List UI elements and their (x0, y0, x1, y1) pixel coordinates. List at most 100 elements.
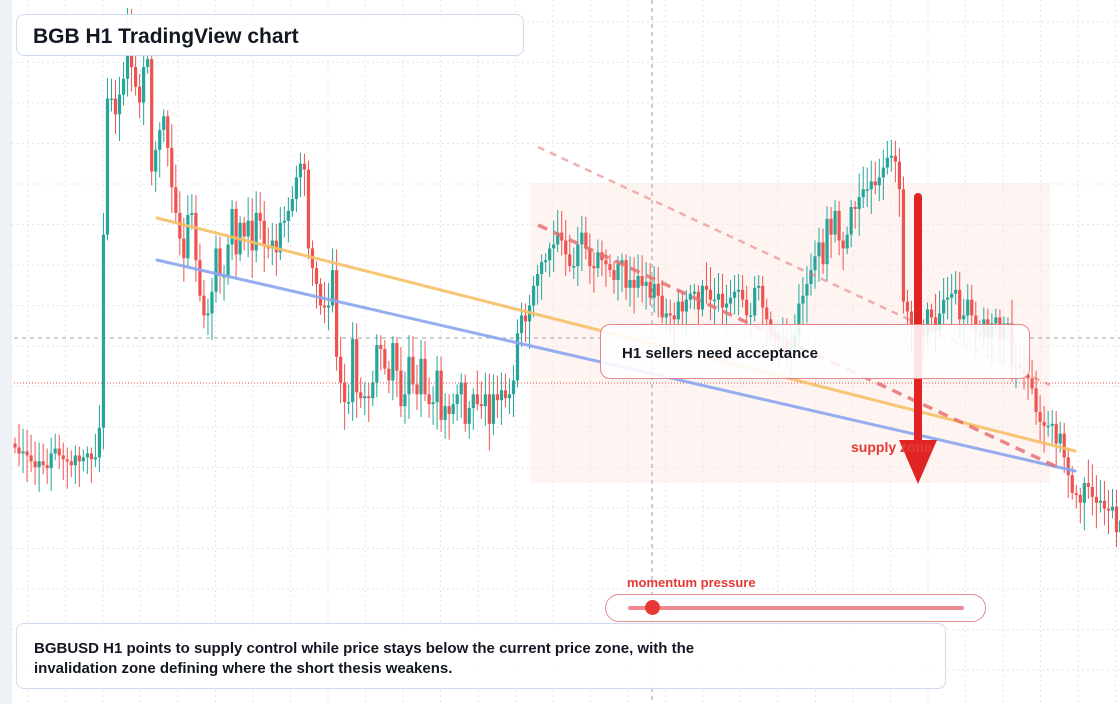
candle-body (540, 262, 544, 275)
candle-body (113, 98, 118, 115)
candle-body (620, 260, 624, 265)
candle-body (226, 244, 230, 276)
candle-body (592, 266, 596, 269)
candle-body (741, 289, 745, 300)
candle-body (322, 305, 327, 308)
candle-body (901, 189, 906, 302)
momentum-knob[interactable] (644, 600, 660, 615)
candle-body (294, 177, 298, 200)
supply-zone-label: supply zone (851, 439, 932, 455)
candle-body (688, 293, 692, 300)
candle-body (821, 242, 825, 265)
candle-body (909, 311, 914, 328)
candle-body (1098, 500, 1102, 503)
candle-body (684, 299, 688, 312)
candle-body (270, 240, 274, 249)
candle-body (499, 390, 504, 401)
candle-body (431, 402, 435, 405)
candle-body (656, 283, 660, 296)
candle-body (737, 289, 741, 292)
candle-body (749, 315, 753, 317)
candle-body (49, 453, 53, 469)
candle-body (568, 254, 572, 267)
candle-body (375, 345, 379, 383)
momentum-slider[interactable] (605, 594, 986, 622)
candle-body (958, 289, 962, 320)
candle-body (897, 161, 901, 190)
candle-body (712, 299, 717, 302)
candle-body (1078, 494, 1082, 503)
candle-body (1034, 388, 1038, 413)
candle-body (604, 260, 608, 265)
candle-body (318, 283, 323, 306)
candle-body (652, 283, 656, 298)
candle-body (576, 244, 580, 267)
candle-body (57, 448, 61, 456)
candle-body (121, 78, 126, 95)
candle-body (447, 406, 451, 414)
candle-body (994, 317, 998, 324)
candle-body (797, 303, 801, 336)
candle-body (202, 295, 206, 316)
candle-body (371, 382, 375, 399)
candle-body (206, 313, 210, 316)
candle-body (905, 301, 910, 312)
chart-title-box: BGB H1 TradingView chart (16, 14, 524, 56)
candle-body (363, 396, 367, 399)
candle-body (817, 242, 821, 257)
candle-body (946, 297, 950, 300)
candle-body (1050, 423, 1054, 426)
candle-body (1026, 374, 1030, 379)
candle-body (154, 149, 158, 172)
candle-body (407, 356, 411, 395)
candle-body (403, 394, 407, 407)
candle-body (708, 289, 713, 300)
candle-body (383, 348, 387, 369)
candle-body (632, 279, 636, 288)
candle-body (954, 289, 958, 294)
candle-body (146, 59, 150, 68)
candle-body (765, 307, 769, 320)
candle-body (970, 299, 974, 316)
candle-body (929, 309, 934, 318)
candle-body (395, 343, 399, 371)
candle-body (1030, 378, 1034, 389)
candle-body (962, 315, 966, 320)
candle-body (1042, 421, 1046, 426)
candle-body (825, 218, 829, 265)
candle-body (93, 457, 97, 460)
candle-body (1066, 457, 1070, 476)
candle-body (720, 293, 725, 308)
candle-body (531, 285, 536, 306)
candle-body (628, 279, 632, 288)
candle-body (668, 313, 672, 316)
candle-body (596, 252, 600, 269)
candle-body (81, 457, 85, 462)
candle-body (1110, 506, 1115, 511)
candle-body (636, 276, 640, 288)
candle-body (258, 212, 262, 221)
candle-body (278, 222, 282, 253)
momentum-label: momentum pressure (627, 575, 756, 590)
candle-body (335, 270, 339, 357)
candle-body (435, 370, 439, 403)
candle-body (89, 453, 93, 460)
candle-body (302, 163, 307, 170)
candle-body (809, 270, 813, 284)
candle-body (938, 313, 942, 332)
candle-body (142, 67, 146, 103)
candle-body (616, 264, 620, 280)
candle-body (869, 181, 873, 190)
candle-body (640, 276, 644, 286)
candle-body (190, 212, 194, 215)
candle-body (523, 315, 528, 322)
candle-body (845, 234, 849, 249)
acceptance-callout: H1 sellers need acceptance (600, 324, 1030, 379)
candle-body (479, 404, 483, 407)
candle-body (37, 461, 41, 468)
candle-body (367, 396, 371, 399)
candle-body (660, 295, 664, 318)
candle-body (1090, 486, 1094, 497)
candle-body (69, 461, 73, 466)
candle-body (753, 287, 757, 316)
